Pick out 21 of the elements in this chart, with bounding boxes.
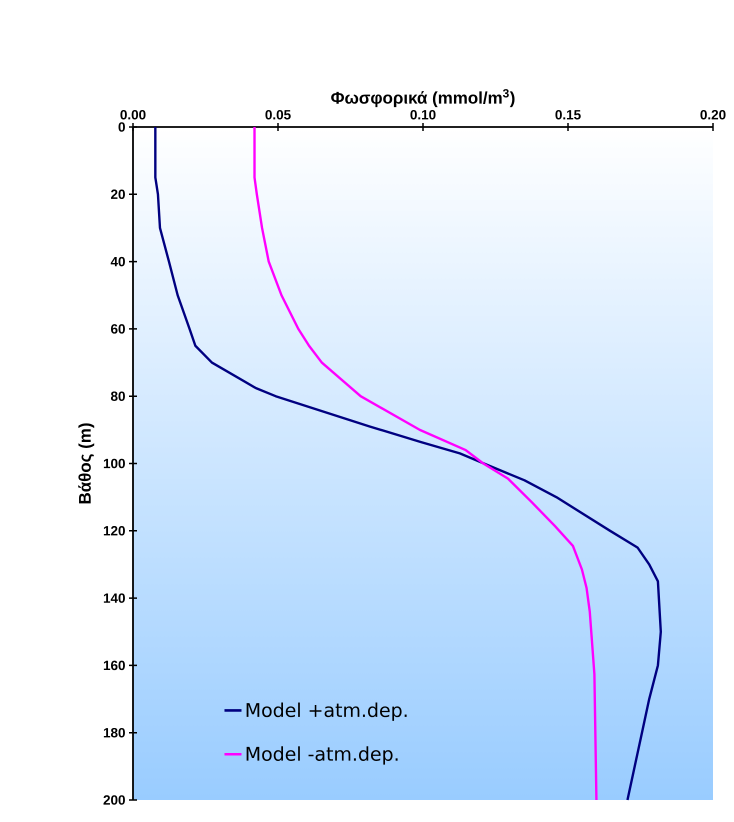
y-tick-label: 120	[104, 526, 125, 536]
x-axis-title: Φωσφορικά (mmol/m$^{3}$)	[331, 89, 515, 108]
y-tick-label: 80	[110, 391, 125, 401]
y-tick-label: 200	[104, 795, 125, 805]
y-tick-label: 160	[104, 660, 125, 670]
legend-label: Model -atm.dep.	[246, 746, 398, 765]
legend-label: Model +atm.dep.	[246, 702, 407, 721]
y-tick-label: 60	[111, 324, 125, 334]
line-series	[154, 126, 662, 802]
y-tick-label: 20	[110, 190, 125, 200]
x-tick-label: 0.00	[120, 110, 146, 120]
x-tick-label: 0.05	[265, 110, 291, 120]
y-tick-label: 0	[118, 122, 125, 132]
y-tick-label: 180	[104, 728, 125, 738]
x-tick-label: 0.20	[700, 110, 726, 120]
y-tick-label: 100	[104, 458, 125, 468]
x-tick-label: 0.15	[555, 110, 581, 120]
y-tick-label: 140	[104, 593, 125, 603]
x-tick-label: 0.10	[410, 110, 436, 120]
y-tick-label: 40	[110, 256, 125, 266]
y-axis-title: Βάθος (m)	[78, 423, 94, 504]
